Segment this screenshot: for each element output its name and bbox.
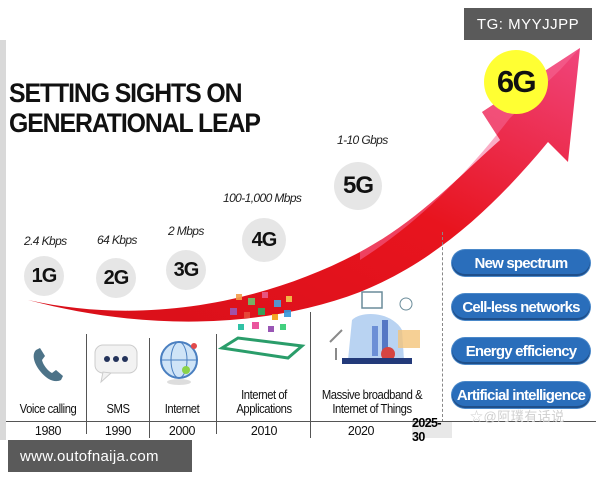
gen-badge-6g: 6G bbox=[484, 50, 548, 114]
column-divider bbox=[310, 312, 311, 438]
speed-1g: 2.4 Kbps bbox=[24, 234, 67, 248]
era-label-4g: Internet of Applications bbox=[223, 388, 306, 416]
year-1990: 1990 bbox=[104, 424, 132, 438]
era-label-4g-line1: Internet of bbox=[241, 388, 287, 402]
year-2010: 2010 bbox=[250, 424, 278, 438]
year-2025-30: 2025-30 bbox=[412, 416, 452, 444]
watermark-tg: TG: MYYJJPP bbox=[464, 8, 592, 40]
era-label-5g-line2: Internet of Things bbox=[332, 402, 412, 416]
era-label-4g-line2: Applications bbox=[236, 402, 292, 416]
gen-badge-2g: 2G bbox=[96, 258, 136, 298]
section-divider-dashed bbox=[442, 232, 443, 422]
globe-icon bbox=[160, 341, 198, 385]
chat-bubble-icon bbox=[94, 344, 138, 384]
feature-artificial-intelligence: Artificial intelligence bbox=[452, 382, 590, 408]
watermark-site: www.outofnaija.com bbox=[8, 440, 192, 472]
feature-cell-less-networks: Cell-less networks bbox=[452, 294, 590, 320]
column-divider bbox=[149, 338, 150, 438]
column-divider bbox=[86, 334, 87, 434]
column-divider bbox=[216, 334, 217, 434]
speed-5g: 1-10 Gbps bbox=[337, 133, 388, 147]
speed-4g: 100-1,000 Mbps bbox=[223, 191, 302, 205]
era-label-1g: Voice calling bbox=[19, 402, 77, 416]
year-1980: 1980 bbox=[34, 424, 62, 438]
title-line-2: GENERATIONAL LEAP bbox=[9, 108, 261, 138]
speed-3g: 2 Mbps bbox=[168, 224, 204, 238]
title-line-1: SETTING SIGHTS ON bbox=[9, 78, 243, 108]
era-label-5g: Massive broadband & Internet of Things bbox=[316, 388, 428, 416]
gen-badge-5g: 5G bbox=[334, 162, 382, 210]
gen-badge-4g: 4G bbox=[242, 218, 286, 262]
era-label-2g: SMS bbox=[106, 402, 130, 416]
gen-badge-3g: 3G bbox=[166, 250, 206, 290]
smartphone-apps-icon bbox=[218, 292, 306, 360]
left-border bbox=[0, 40, 6, 440]
phone-icon bbox=[33, 348, 63, 382]
era-label-3g: Internet bbox=[164, 402, 200, 416]
feature-new-spectrum: New spectrum bbox=[452, 250, 590, 276]
timeline-axis bbox=[6, 421, 596, 422]
era-label-5g-line1: Massive broadband & bbox=[321, 388, 423, 402]
smart-city-icon bbox=[329, 291, 420, 364]
page-title: SETTING SIGHTS ON GENERATIONAL LEAP bbox=[9, 78, 261, 138]
source-watermark: ☆@阿璞有话说 bbox=[470, 409, 565, 424]
feature-energy-efficiency: Energy efficiency bbox=[452, 338, 590, 364]
year-2020: 2020 bbox=[347, 424, 375, 438]
speed-2g: 64 Kbps bbox=[97, 233, 137, 247]
gen-badge-1g: 1G bbox=[24, 256, 64, 296]
year-2000: 2000 bbox=[168, 424, 196, 438]
